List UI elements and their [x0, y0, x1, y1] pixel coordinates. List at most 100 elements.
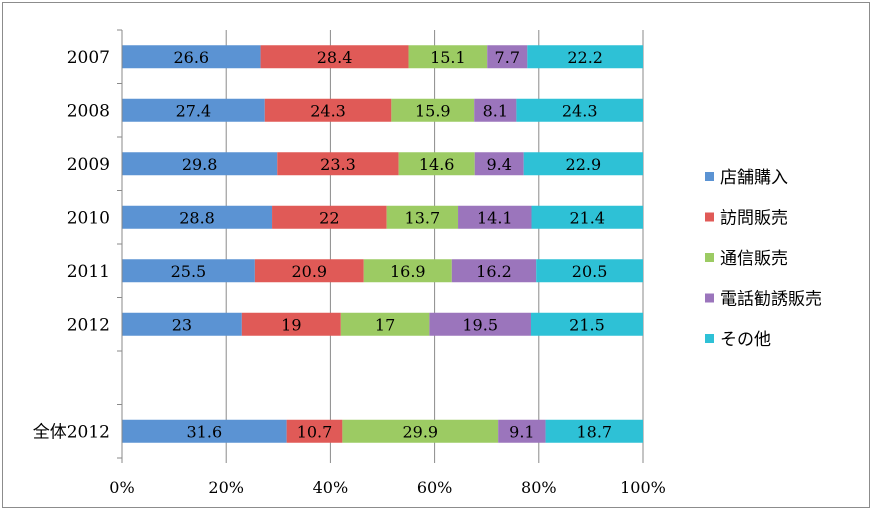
- data-label: 15.9: [415, 101, 451, 120]
- data-label: 27.4: [176, 101, 212, 120]
- data-label: 22.9: [566, 155, 602, 174]
- bar-segment: [264, 98, 392, 122]
- bar-segment: [545, 419, 643, 443]
- data-label: 7.7: [495, 48, 520, 67]
- data-label: 10.7: [297, 422, 333, 441]
- category-label: 2007: [67, 48, 110, 68]
- legend-label: 店舗購入: [720, 168, 788, 188]
- x-tick-label: 40%: [313, 478, 349, 497]
- x-tick-label: 0%: [109, 478, 134, 497]
- category-label: 2011: [67, 262, 110, 282]
- bar-segment: [474, 98, 517, 122]
- legend-swatch: [705, 212, 714, 222]
- legend-label: 訪問販売: [720, 209, 788, 229]
- bar-segment: [277, 152, 399, 176]
- bar-segment: [122, 312, 242, 336]
- bar-segment: [516, 98, 643, 122]
- bar-segment: [451, 259, 537, 283]
- bar-segment: [340, 312, 430, 336]
- legend-swatch: [705, 172, 714, 181]
- bar-segment: [391, 98, 475, 122]
- data-label: 16.9: [390, 262, 426, 281]
- bar-segments: [122, 45, 643, 443]
- bar-segment: [241, 312, 341, 336]
- data-label: 13.7: [405, 208, 441, 227]
- bar-segment: [531, 205, 643, 229]
- bar-segment: [386, 205, 459, 229]
- legend-label: 電話勧誘販売: [720, 290, 822, 310]
- data-label: 23.3: [320, 155, 356, 174]
- bar-segment: [122, 419, 287, 443]
- bar-segment: [260, 45, 409, 69]
- x-tick-label: 60%: [417, 478, 453, 497]
- bar-segment: [474, 152, 524, 176]
- data-label: 29.8: [182, 155, 218, 174]
- bar-segment: [429, 312, 531, 336]
- segment-labels: 26.6 28.4 15.1 7.7 22.2 27.4 24.3 15.9 8.1 24.3 29…: [171, 48, 612, 442]
- bar-segment: [498, 419, 546, 443]
- data-label: 14.6: [419, 155, 455, 174]
- data-label: 24.3: [310, 101, 346, 120]
- x-tick-label: 100%: [620, 478, 666, 497]
- data-label: 22: [319, 208, 339, 227]
- category-label: 全体2012: [33, 422, 110, 442]
- data-label: 20.5: [572, 262, 608, 281]
- category-label: 2009: [67, 155, 110, 175]
- x-axis: 0% 20% 40% 60% 80% 100%: [109, 458, 666, 497]
- bar-segment: [342, 419, 499, 443]
- legend-swatch: [705, 253, 714, 262]
- data-label: 9.1: [509, 422, 534, 441]
- data-label: 28.4: [317, 48, 353, 67]
- data-label: 23: [172, 315, 192, 334]
- data-label: 24.3: [562, 101, 598, 120]
- bar-segment: [530, 312, 643, 336]
- data-label: 20.9: [291, 262, 327, 281]
- legend-swatch: [705, 293, 714, 303]
- bar-segment: [272, 205, 387, 229]
- data-label: 29.9: [402, 422, 438, 441]
- data-label: 26.6: [173, 48, 209, 67]
- data-label: 16.2: [476, 262, 512, 281]
- category-label: 2008: [67, 101, 110, 121]
- bar-segment: [286, 419, 343, 443]
- bar-segment: [363, 259, 452, 283]
- category-label: 2010: [67, 208, 110, 228]
- bar-segment: [122, 45, 261, 69]
- y-axis: 2007 2008 2009 2010 2011 2012 全体2012: [33, 29, 123, 459]
- bar-segment: [536, 259, 643, 283]
- bar-segment: [122, 259, 255, 283]
- data-label: 21.4: [569, 208, 605, 227]
- bar-segment: [487, 45, 528, 69]
- x-tick-label: 20%: [208, 478, 244, 497]
- x-tick-label: 80%: [521, 478, 557, 497]
- data-label: 17: [375, 315, 395, 334]
- data-label: 19: [281, 315, 301, 334]
- data-label: 8.1: [483, 101, 508, 120]
- bar-segment: [527, 45, 643, 69]
- data-label: 31.6: [187, 422, 223, 441]
- gridlines: [121, 30, 644, 458]
- data-label: 21.5: [569, 315, 605, 334]
- category-label: 2012: [67, 315, 110, 335]
- data-label: 9.4: [486, 155, 511, 174]
- data-label: 18.7: [576, 422, 612, 441]
- data-label: 28.8: [179, 208, 215, 227]
- bar-segment: [523, 152, 643, 176]
- data-label: 14.1: [477, 208, 513, 227]
- data-label: 25.5: [171, 262, 207, 281]
- bar-segment: [408, 45, 488, 69]
- legend-swatch: [705, 334, 714, 343]
- bar-segment: [122, 205, 273, 229]
- bar-segment: [458, 205, 532, 229]
- bar-segment: [122, 152, 278, 176]
- data-label: 15.1: [430, 48, 466, 67]
- bar-segment: [254, 259, 364, 283]
- legend-label: その他: [720, 330, 771, 350]
- bar-segment: [122, 98, 265, 122]
- data-label: 22.2: [567, 48, 603, 67]
- bar-segment: [398, 152, 475, 176]
- legend-label: 通信販売: [720, 249, 788, 269]
- data-label: 19.5: [462, 315, 498, 334]
